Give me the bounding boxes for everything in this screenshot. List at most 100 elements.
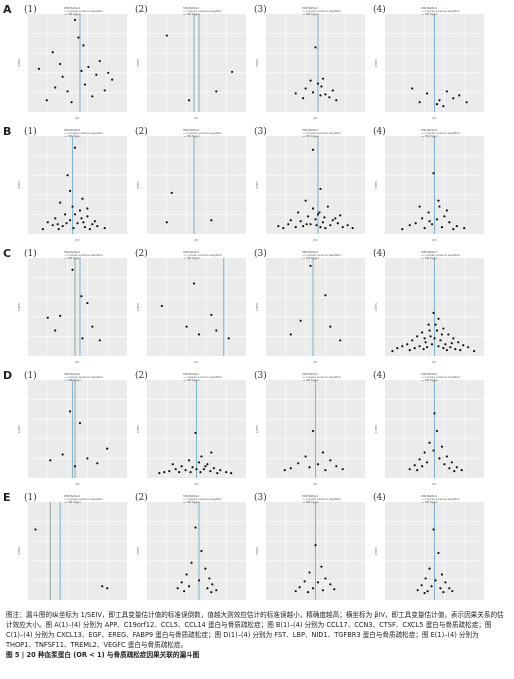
data-point bbox=[458, 94, 461, 97]
data-point bbox=[78, 422, 82, 425]
legend-item: Inverse variance weighted bbox=[306, 375, 341, 379]
y-axis-label: 1/SEIV bbox=[255, 425, 259, 434]
data-point bbox=[86, 215, 89, 218]
data-point bbox=[70, 101, 73, 104]
data-point bbox=[289, 219, 292, 222]
legend-item: MR Egger bbox=[68, 256, 81, 260]
data-point bbox=[180, 581, 183, 584]
legend-item: Inverse variance weighted bbox=[425, 375, 460, 379]
data-point bbox=[46, 221, 49, 224]
data-point bbox=[324, 294, 327, 297]
data-point bbox=[81, 197, 84, 200]
data-point bbox=[80, 69, 83, 72]
legend-item: MR Egger bbox=[187, 134, 200, 138]
data-point bbox=[59, 62, 62, 66]
data-point bbox=[411, 339, 414, 342]
panel-number-label: (1) bbox=[24, 248, 37, 259]
x-axis-label: βIV bbox=[75, 360, 79, 364]
data-point bbox=[111, 78, 114, 81]
data-point bbox=[184, 469, 187, 472]
data-point bbox=[215, 329, 218, 332]
data-point bbox=[73, 18, 77, 21]
data-point bbox=[194, 431, 197, 435]
data-point bbox=[80, 217, 83, 220]
data-point bbox=[194, 526, 197, 529]
y-axis-label: 1/SEIV bbox=[374, 59, 378, 68]
data-point bbox=[448, 467, 451, 470]
data-point bbox=[57, 228, 60, 231]
data-point bbox=[437, 317, 440, 320]
data-point bbox=[418, 345, 421, 348]
data-point bbox=[453, 470, 456, 473]
data-point bbox=[314, 46, 317, 49]
data-point bbox=[306, 215, 310, 218]
data-point bbox=[64, 213, 67, 216]
x-axis-label: βIV bbox=[194, 116, 198, 120]
legend-item: MR Egger bbox=[425, 256, 438, 260]
data-point bbox=[427, 211, 430, 214]
legend-title: MR Method bbox=[302, 250, 318, 254]
data-point bbox=[452, 97, 455, 100]
data-point bbox=[319, 187, 322, 191]
data-point bbox=[311, 207, 315, 210]
data-point bbox=[297, 462, 300, 465]
data-point bbox=[71, 205, 74, 208]
data-point bbox=[171, 463, 174, 466]
panel-number-label: (4) bbox=[373, 4, 386, 15]
data-point bbox=[324, 93, 327, 96]
data-point bbox=[444, 581, 447, 584]
y-axis-label: 1/SEIV bbox=[136, 59, 140, 68]
data-point bbox=[351, 227, 354, 230]
data-point bbox=[309, 79, 312, 82]
data-point bbox=[211, 583, 214, 586]
caption-text: 图注：漏斗图的纵坐标为 1/SEIV，即工具变量估计值的标准误倒数，值越大则效应… bbox=[6, 611, 504, 649]
plot-background bbox=[266, 258, 365, 356]
data-point bbox=[328, 96, 331, 99]
data-point bbox=[437, 345, 440, 348]
data-point bbox=[429, 335, 432, 338]
data-point bbox=[302, 225, 305, 228]
data-point bbox=[83, 226, 87, 229]
data-point bbox=[54, 86, 57, 89]
data-point bbox=[440, 445, 444, 448]
data-point bbox=[439, 339, 442, 342]
data-point bbox=[303, 580, 306, 583]
legend-item: Inverse variance weighted bbox=[187, 497, 222, 501]
data-point bbox=[329, 459, 332, 462]
panel-number-label: (3) bbox=[254, 492, 267, 503]
data-point bbox=[451, 590, 454, 593]
data-point bbox=[91, 325, 94, 328]
data-point bbox=[460, 469, 463, 472]
y-axis-label: 1/SEIV bbox=[255, 59, 259, 68]
data-point bbox=[216, 472, 219, 475]
data-point bbox=[440, 333, 444, 336]
data-point bbox=[331, 89, 334, 92]
panel-number-label: (1) bbox=[24, 492, 37, 503]
data-point bbox=[435, 429, 439, 433]
data-point bbox=[408, 349, 411, 352]
data-point bbox=[277, 225, 280, 228]
legend-title: MR Method bbox=[421, 250, 437, 254]
legend-title: MR Method bbox=[183, 128, 199, 132]
y-axis-label: 1/SEIV bbox=[255, 303, 259, 312]
data-point bbox=[56, 223, 59, 226]
data-point bbox=[473, 350, 476, 353]
plot-background bbox=[147, 258, 246, 356]
data-point bbox=[422, 348, 425, 351]
data-point bbox=[423, 451, 426, 454]
y-axis-label: 1/SEIV bbox=[17, 425, 21, 434]
data-point bbox=[414, 222, 417, 225]
data-point bbox=[86, 301, 89, 305]
data-point bbox=[430, 343, 434, 346]
legend-title: MR Method bbox=[421, 6, 437, 10]
y-axis-label: 1/SEIV bbox=[136, 547, 140, 556]
data-point bbox=[73, 213, 77, 216]
legend-title: MR Method bbox=[64, 250, 80, 254]
data-point bbox=[315, 224, 318, 227]
panel-number-label: (2) bbox=[135, 370, 148, 381]
